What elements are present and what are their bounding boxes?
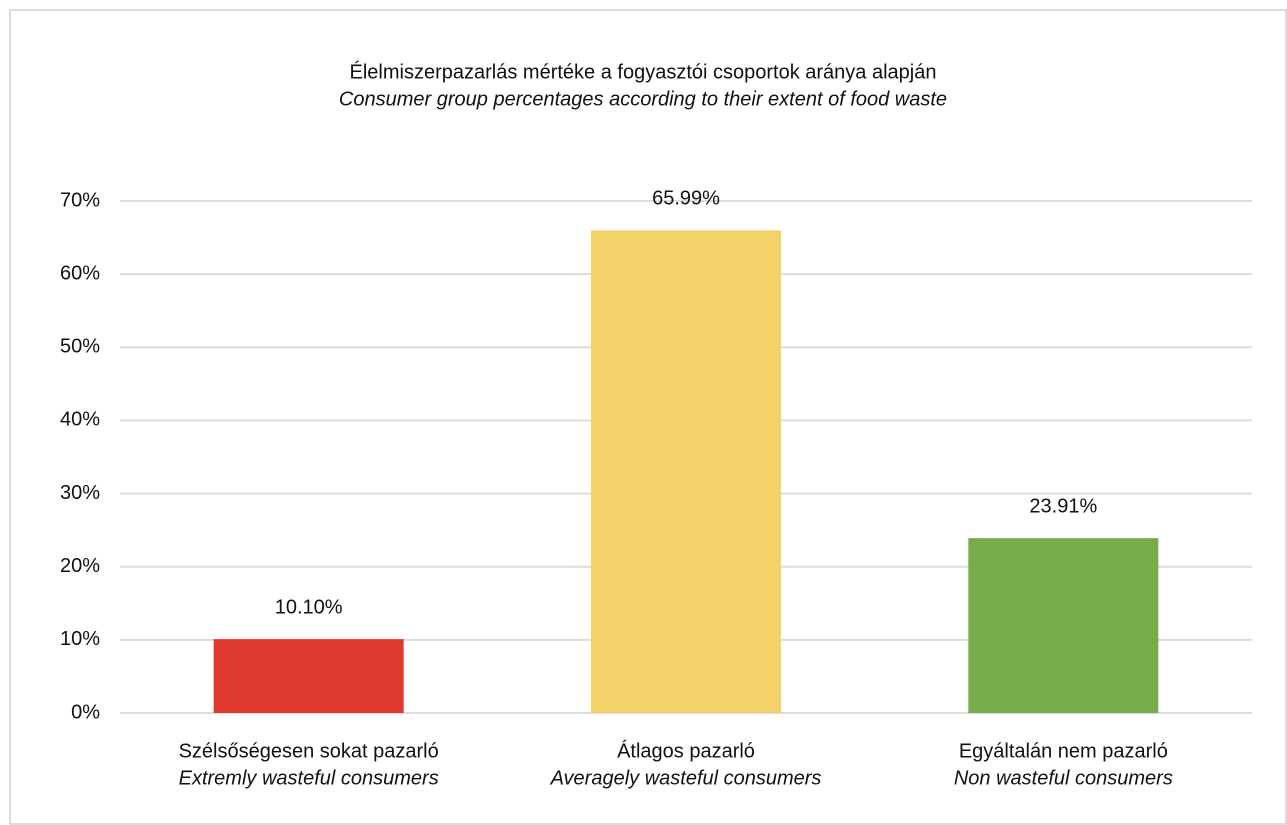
value-label: 65.99% [652, 188, 720, 210]
y-tick-label: 60% [60, 262, 100, 284]
x-tick-translation: Extremly wasteful consumers [179, 767, 439, 789]
x-tick-translation: Averagely wasteful consumers [550, 767, 822, 789]
value-label: 23.91% [1029, 495, 1097, 517]
x-tick-translation: Non wasteful consumers [954, 767, 1173, 789]
y-tick-label: 50% [60, 336, 100, 358]
x-tick-label: Egyáltalán nem pazarló [959, 740, 1168, 762]
y-tick-label: 10% [60, 628, 100, 650]
y-tick-label: 0% [71, 701, 100, 723]
chart-subtitle: Consumer group percentages according to … [339, 88, 947, 110]
bar [591, 230, 781, 713]
bar [968, 538, 1159, 713]
value-label: 10.10% [275, 596, 343, 618]
y-tick-label: 20% [60, 555, 100, 577]
x-tick-label: Átlagos pazarló [617, 739, 755, 762]
y-tick-label: 30% [60, 482, 100, 504]
y-tick-label: 40% [60, 409, 100, 431]
chart-title: Élelmiszerpazarlás mértéke a fogyasztói … [350, 60, 937, 83]
y-tick-label: 70% [60, 189, 100, 211]
x-tick-label: Szélsőségesen sokat pazarló [179, 740, 439, 762]
bar [213, 639, 404, 713]
